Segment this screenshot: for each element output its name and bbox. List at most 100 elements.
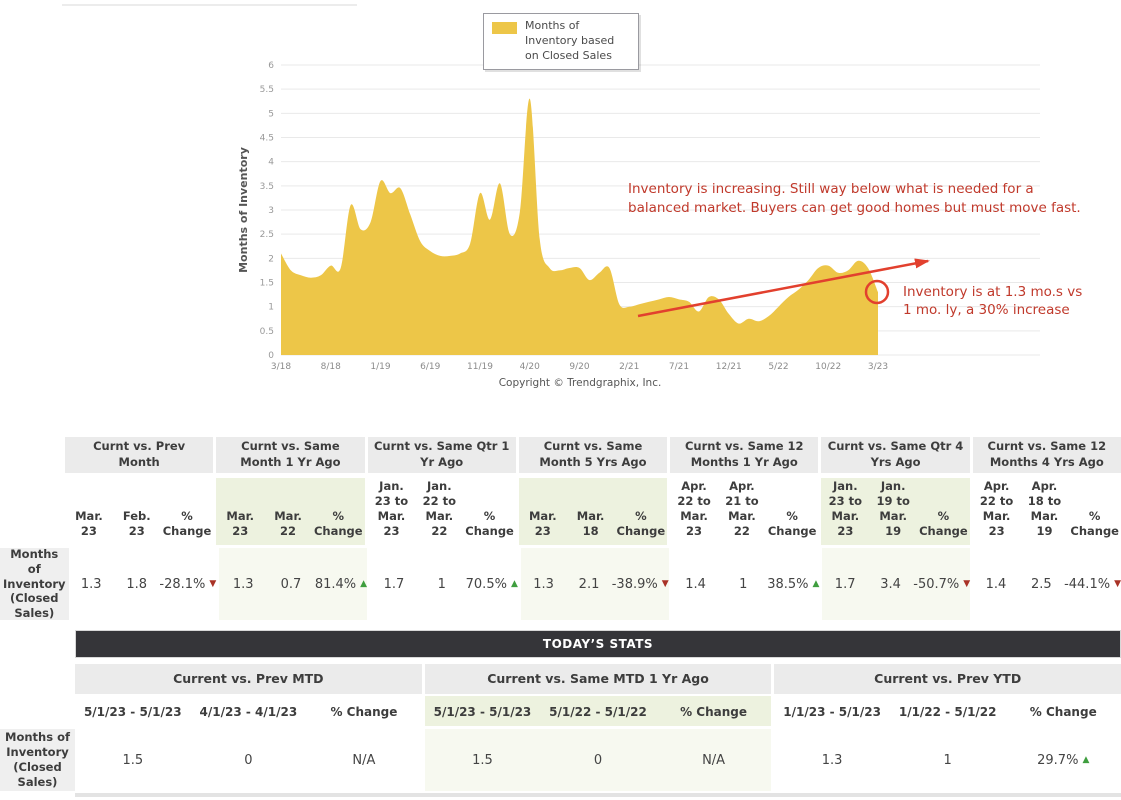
chart-legend: Months of Inventory based on Closed Sale… [483,13,639,70]
comparison-table: Curnt vs. Prev Month Curnt vs. Same Month… [0,437,1121,620]
value-cell: -38.9% ▼ [611,576,669,592]
inventory-area-series [281,98,878,355]
x-tick-label: 7/21 [669,362,689,372]
down-arrow-icon: ▼ [1114,579,1121,589]
down-arrow-icon: ▼ [963,579,971,589]
group-columns: Apr. 22 to Mar. 23 Apr. 21 to Mar. 22 % Ch… [670,478,818,545]
group-values: 1.5 0 N/A [75,729,422,791]
column-header: 4/1/23 - 4/1/23 [199,704,298,719]
column-header: 5/1/23 - 5/1/23 [433,704,532,719]
table-bottom-bar [75,793,1121,797]
value-cell: 1.8 [126,576,148,592]
value-cell: 1.4 [985,576,1007,592]
value-cell: 70.5% ▲ [465,576,518,592]
annotation-main-line1: Inventory is increasing. Still way below… [628,181,1034,197]
group-values: 1.7 3.4 -50.7% ▼ [822,548,970,620]
column-header: % Change [1070,509,1119,539]
value-cell: -44.1% ▼ [1064,576,1121,592]
months-of-inventory-chart: 0 0.5 1 1.5 2 2.5 3 3.5 4 4.5 5 5.5 6 3/18 8/18 1/19 6/… [237,61,1082,372]
y-axis-tick-labels: 0 0.5 1 1.5 2 2.5 3 3.5 4 4.5 5 5.5 6 [260,61,275,361]
value-cell: 1.5 [122,752,144,768]
group-values: 1.4 1 38.5% ▲ [672,548,820,620]
column-header: % Change [330,704,398,719]
column-header: Jan. 19 to Mar. 19 [876,479,910,539]
column-header: Mar. 22 [274,509,302,539]
value-cell: 1.3 [821,752,843,768]
value-cell: 1.7 [383,576,405,592]
copyright-text: Copyright © Trendgraphix, Inc. [498,377,662,389]
group-values: 1.4 2.5 -44.1% ▼ [973,548,1121,620]
y-tick-label: 3.5 [260,182,274,192]
column-header: Mar. 18 [576,509,605,539]
group-columns: 5/1/23 - 5/1/23 4/1/23 - 4/1/23 % Change [75,696,422,726]
legend-swatch-icon [492,22,517,34]
comparison-table-data-row: Months of Inventory (Closed Sales) 1.3 1.8… [0,547,1121,620]
group-columns: Jan. 23 to Mar. 23 Jan. 19 to Mar. 19 % Ch… [821,478,970,545]
y-tick-label: 3 [268,206,274,216]
x-tick-label: 6/19 [420,362,440,372]
group-header: Curnt vs. Same Qtr 4 Yrs Ago [821,437,970,473]
y-tick-label: 4 [268,158,274,168]
column-header: Jan. 23 to Mar. 23 [374,479,409,539]
down-arrow-icon: ▼ [209,579,217,589]
comparison-table-column-headers: Mar. 23 Feb. 23 % Change Mar. 23 Mar. 22 % Ch… [0,478,1121,545]
y-tick-label: 5.5 [260,85,274,95]
value-cell: N/A [352,752,376,768]
column-header: Jan. 22 to Mar. 22 [422,479,457,539]
column-header: Apr. 21 to Mar. 22 [725,479,759,539]
comparison-table-group-headers: Curnt vs. Prev Month Curnt vs. Same Month… [0,437,1121,473]
row-label: Months of Inventory (Closed Sales) [0,729,75,791]
value-cell: 29.7% ▲ [1037,752,1090,768]
value-cell: 2.5 [1031,576,1052,592]
todays-stats-banner: TODAY’S STATS [75,630,1121,658]
value-cell: 2.1 [578,576,600,592]
value-cell: 1.4 [685,576,706,592]
group-header: Curnt vs. Same 12 Months 4 Yrs Ago [972,437,1121,473]
value-cell: 0.7 [280,576,302,592]
column-header: 1/1/23 - 5/1/23 [783,704,881,719]
y-tick-label: 0 [268,351,274,361]
annotation-group: Inventory is increasing. Still way below… [628,181,1082,318]
group-header: Curnt vs. Same Month 1 Yr Ago [216,437,365,473]
group-columns: Mar. 23 Feb. 23 % Change [65,478,213,545]
value-cell: 0 [244,752,253,768]
column-header: % Change [680,704,748,719]
up-arrow-icon: ▲ [360,579,368,589]
x-tick-label: 12/21 [716,362,742,372]
y-tick-label: 2 [268,254,274,264]
up-arrow-icon: ▲ [510,579,518,589]
row-spacer [0,664,75,694]
group-header: Curnt vs. Prev Month [65,437,214,473]
todays-stats-table: TODAY’S STATS Current vs. Prev MTD Curren… [0,630,1121,797]
todays-stats-column-headers: 5/1/23 - 5/1/23 4/1/23 - 4/1/23% Change 5/… [0,696,1121,726]
x-tick-label: 3/18 [271,362,291,372]
value-cell: -50.7% ▼ [913,576,971,592]
y-tick-label: 0.5 [260,327,274,337]
group-header: Curnt vs. Same Month 5 Yrs Ago [518,437,668,473]
column-header: 5/1/23 - 5/1/23 [83,704,182,719]
column-header: % Change [1029,704,1097,719]
x-tick-label: 3/23 [868,362,888,372]
column-header: Mar. 23 [528,509,557,539]
top-divider [62,4,357,6]
column-header: 1/1/22 - 5/1/22 [898,704,997,719]
todays-stats-group-headers: Current vs. Prev MTD Current vs. Same MTD… [0,664,1121,694]
column-header: Jan. 23 to Mar. 23 [828,479,863,539]
x-tick-label: 9/20 [569,362,589,372]
column-header: Apr. 22 to Mar. 23 [979,479,1014,539]
value-cell: 1.7 [834,576,856,592]
value-cell: 1.5 [472,752,493,768]
column-header: % Change [919,509,968,539]
value-cell: 1 [437,576,446,592]
column-header: 5/1/22 - 5/1/22 [549,704,647,719]
column-header: % Change [313,509,363,539]
value-cell: 38.5% ▲ [767,576,820,592]
value-cell: 1 [739,576,748,592]
group-values: 1.3 1 29.7% ▲ [774,729,1121,791]
group-columns: 1/1/23 - 5/1/23 1/1/22 - 5/1/22 % Change [774,696,1121,726]
y-axis-title: Months of Inventory [237,147,250,273]
up-arrow-icon: ▲ [812,579,820,589]
group-header: Current vs. Prev MTD [75,664,422,694]
column-header: % Change [465,509,514,539]
group-values: 1.3 1.8 -28.1% ▼ [69,548,217,620]
